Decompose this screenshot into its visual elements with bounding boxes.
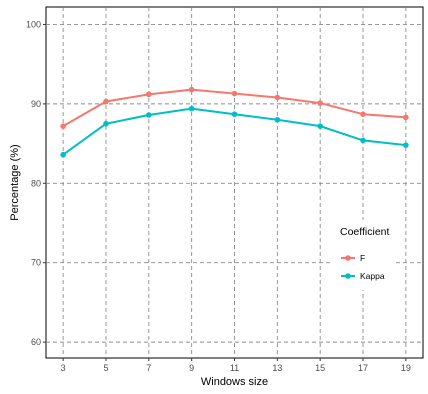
data-point-kappa: [360, 137, 366, 144]
grid-lines: [46, 7, 423, 358]
legend-box: [333, 220, 395, 290]
data-point-f: [188, 86, 195, 93]
x-tick-label: 3: [61, 363, 66, 373]
y-tick-label: 70: [31, 258, 41, 268]
data-point-f: [360, 111, 366, 118]
data-point-kappa: [146, 112, 152, 118]
x-tick-label: 15: [315, 363, 325, 373]
x-tick-label: 17: [358, 363, 368, 373]
legend-label-f: F: [360, 253, 365, 263]
x-axis-ticks: 3 5 7 9 11 13 15 17 19: [61, 358, 411, 373]
legend-items: F Kappa: [341, 253, 385, 281]
data-point-f: [403, 114, 409, 121]
data-point-f: [103, 98, 109, 105]
y-tick-label: 100: [26, 19, 41, 29]
data-point-f: [231, 90, 238, 97]
data-point-f: [60, 123, 66, 129]
x-tick-label: 9: [189, 363, 194, 373]
x-tick-label: 13: [272, 363, 282, 373]
x-tick-label: 7: [146, 363, 151, 373]
data-point-kappa: [274, 116, 281, 123]
data-point-kappa: [60, 151, 66, 158]
x-tick-label: 19: [401, 363, 411, 373]
series-layer: [60, 86, 409, 158]
y-axis-ticks: 60 70 80 90 100: [26, 19, 46, 347]
data-point-kappa: [103, 120, 109, 127]
data-point-kappa: [231, 111, 238, 118]
data-point-kappa: [188, 105, 195, 112]
data-point-f: [146, 91, 152, 98]
y-tick-label: 80: [31, 178, 41, 188]
data-point-kappa: [403, 142, 409, 148]
data-point-f: [274, 94, 281, 101]
data-point-f: [317, 100, 323, 106]
y-axis-title: Percentage (%): [9, 144, 21, 220]
x-tick-label: 11: [230, 363, 239, 373]
legend-key-point: [345, 255, 351, 261]
x-axis-title: Windows size: [201, 376, 268, 388]
legend-title: Coefficient: [340, 226, 390, 238]
y-tick-label: 60: [31, 337, 41, 347]
series-kappa: [60, 105, 409, 158]
legend-key-point: [345, 273, 351, 279]
legend-label-kappa: Kappa: [360, 271, 385, 281]
legend: Coefficient F Kappa: [333, 220, 395, 290]
series-f: [60, 86, 409, 129]
data-point-kappa: [317, 123, 323, 129]
y-tick-label: 90: [31, 99, 41, 109]
x-tick-label: 5: [103, 363, 108, 373]
